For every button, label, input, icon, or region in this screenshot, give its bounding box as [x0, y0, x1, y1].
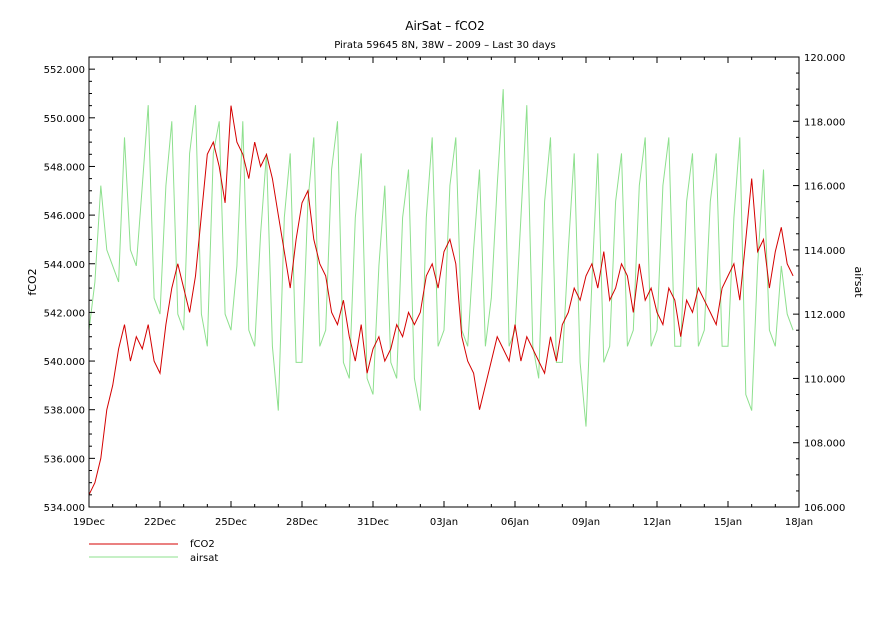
legend-label-fco2: fCO2	[190, 539, 215, 550]
y-left-tick-label: 534.000	[44, 503, 85, 514]
series-line-airsat	[88, 89, 794, 427]
x-tick-label: 09Jan	[572, 517, 600, 528]
y-left-tick-label: 550.000	[44, 114, 85, 125]
series-layer	[88, 89, 794, 496]
y-left-tick-label: 540.000	[44, 357, 85, 368]
y-left-tick-label: 546.000	[44, 211, 85, 222]
y-axis-right-label: airsat	[852, 266, 865, 298]
x-tick-label: 31Dec	[357, 517, 389, 528]
x-tick-label: 12Jan	[643, 517, 671, 528]
x-axis: 19Dec 22Dec 25Dec 28Dec 31Dec 03Jan 06Jan 09Jan…	[73, 57, 813, 528]
x-tick-label: 15Jan	[714, 517, 742, 528]
x-tick-label: 25Dec	[215, 517, 247, 528]
x-tick-label: 22Dec	[144, 517, 176, 528]
x-tick-label: 19Dec	[73, 517, 105, 528]
y-right-tick-label: 112.000	[804, 310, 845, 321]
x-tick-label: 03Jan	[430, 517, 458, 528]
y-left-tick-label: 544.000	[44, 260, 85, 271]
y-right-tick-label: 120.000	[804, 53, 845, 64]
y-right-tick-label: 108.000	[804, 439, 845, 450]
x-tick-label: 28Dec	[286, 517, 318, 528]
plot-frame	[88, 56, 800, 508]
y-right-tick-label: 116.000	[804, 182, 845, 193]
y-axis-left: 534.000 536.000 538.000 540.000 542.000 544.0…	[44, 56, 95, 514]
y-right-tick-label: 106.000	[804, 503, 845, 514]
legend: fCO2 airsat	[89, 539, 218, 564]
y-right-tick-label: 114.000	[804, 246, 845, 257]
y-axis-right: 106.000 108.000 110.000 112.000 114.000 116.0…	[793, 53, 845, 514]
y-left-tick-label: 538.000	[44, 406, 85, 417]
y-left-tick-label: 548.000	[44, 162, 85, 173]
y-left-tick-label: 536.000	[44, 454, 85, 465]
x-tick-label: 06Jan	[501, 517, 529, 528]
y-right-tick-label: 118.000	[804, 117, 845, 128]
series-line-fco2	[88, 105, 794, 496]
y-axis-left-label: fCO2	[26, 268, 39, 295]
x-tick-label: 18Jan	[785, 517, 813, 528]
chart-title: AirSat – fCO2	[405, 19, 484, 33]
legend-label-airsat: airsat	[190, 553, 218, 564]
chart-subtitle: Pirata 59645 8N, 38W – 2009 – Last 30 da…	[334, 40, 556, 51]
y-right-tick-label: 110.000	[804, 374, 845, 385]
y-left-tick-label: 542.000	[44, 308, 85, 319]
y-left-tick-label: 552.000	[44, 65, 85, 76]
